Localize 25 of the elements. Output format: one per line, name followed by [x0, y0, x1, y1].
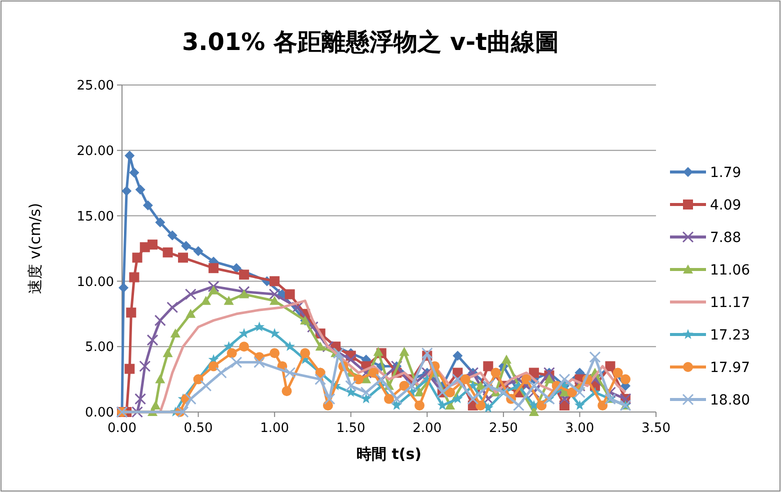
legend-label: 4.09	[710, 197, 742, 214]
legend-label: 11.17	[710, 294, 750, 311]
legend-label: 1.79	[710, 164, 742, 181]
x-axis-title: 時間 t(s)	[356, 445, 422, 463]
legend-label: 11.06	[710, 262, 750, 278]
legend-label: 18.80	[710, 392, 750, 408]
x-tick-label: 0.50	[184, 421, 213, 436]
x-tick-label: 1.00	[260, 421, 290, 436]
y-tick-label: 0.00	[85, 406, 114, 421]
chart-title: 3.01% 各距離懸浮物之 v-t曲線圖	[182, 28, 560, 56]
legend-label: 17.23	[710, 327, 750, 344]
x-tick-label: 0.00	[108, 421, 136, 436]
x-tick-label: 3.50	[642, 421, 670, 436]
y-axis-title: 速度 v(cm/s)	[26, 202, 44, 294]
y-tick-label: 5.00	[85, 340, 114, 356]
y-tick-label: 10.00	[76, 274, 114, 290]
legend-label: 17.97	[710, 360, 750, 376]
x-tick-label: 2.00	[412, 421, 442, 436]
x-tick-label: 1.50	[336, 421, 366, 436]
y-tick-label: 25.00	[76, 78, 114, 94]
y-tick-label: 20.00	[76, 144, 114, 159]
x-tick-label: 2.50	[488, 421, 518, 436]
y-tick-label: 15.00	[76, 209, 114, 224]
legend-label: 7.88	[710, 230, 742, 246]
x-tick-label: 3.00	[565, 421, 594, 436]
